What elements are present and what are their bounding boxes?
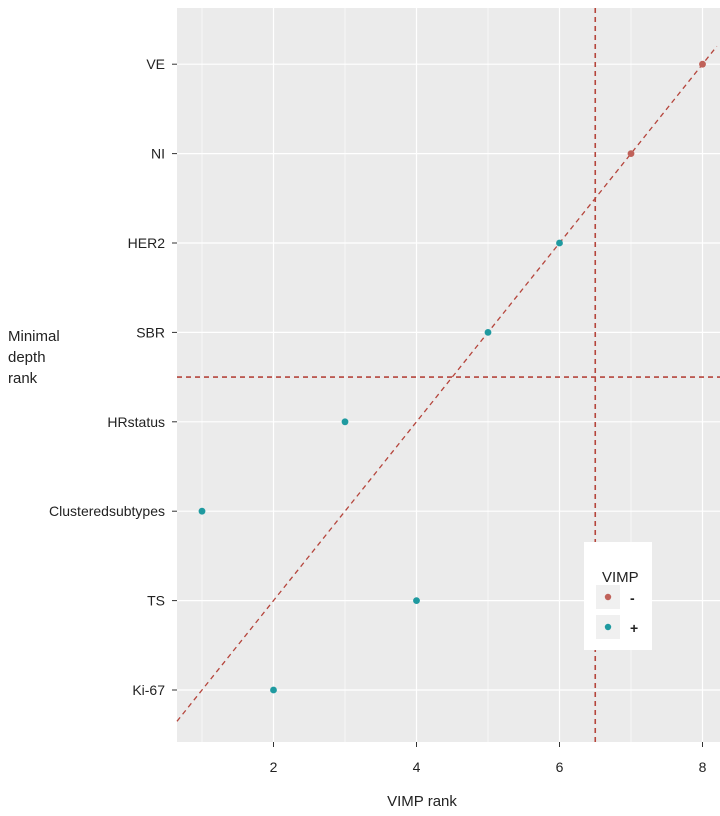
- x-tick-label: 4: [413, 759, 421, 775]
- data-point-her2: [556, 239, 563, 247]
- y-tick-label-clusteredsubtypes: Clusteredsubtypes: [49, 503, 165, 519]
- y-tick-label-ts: TS: [147, 593, 165, 609]
- legend-key-dot: [604, 623, 612, 631]
- data-point-ve: [699, 60, 706, 68]
- x-axis-title: VIMP rank: [387, 793, 457, 810]
- legend: VIMP - +: [584, 542, 652, 650]
- data-point-ni: [627, 150, 635, 158]
- y-tick-label-sbr: SBR: [136, 324, 165, 340]
- grid-minor: [201, 8, 632, 742]
- y-axis-title-line: rank: [8, 370, 38, 387]
- y-axis-title: Minimal depth rank: [8, 328, 60, 387]
- data-point-hrstatus: [341, 418, 349, 426]
- data-point-clusteredsubtypes: [198, 507, 206, 515]
- y-axis-title-line: Minimal: [8, 328, 60, 345]
- x-tick-label: 6: [556, 759, 564, 775]
- y-tick-label-ve: VE: [146, 56, 165, 72]
- data-point-ki-67: [270, 686, 277, 694]
- legend-title: VIMP: [602, 569, 639, 586]
- x-tick-label: 2: [270, 759, 278, 775]
- legend-label: +: [630, 620, 638, 636]
- data-point-ts: [413, 597, 420, 604]
- y-tick-label-her2: HER2: [128, 235, 166, 251]
- data-points: [198, 60, 706, 694]
- y-tick-label-ki-67: Ki-67: [132, 682, 165, 698]
- x-axis-ticks: 2 4 6 8: [270, 742, 707, 775]
- y-axis-title-line: depth: [8, 349, 46, 366]
- y-tick-label-ni: NI: [151, 146, 165, 162]
- x-tick-label: 8: [699, 759, 707, 775]
- data-point-sbr: [484, 329, 492, 336]
- reference-lines: [176, 8, 720, 742]
- y-tick-label-hrstatus: HRstatus: [107, 414, 165, 430]
- legend-label: -: [630, 590, 635, 606]
- diagonal-reference-line: [176, 45, 718, 722]
- y-axis-ticks: Ki-67 TS Clusteredsubtypes HRstatus SBR HER2 N…: [49, 56, 177, 698]
- legend-key-dot: [604, 593, 612, 601]
